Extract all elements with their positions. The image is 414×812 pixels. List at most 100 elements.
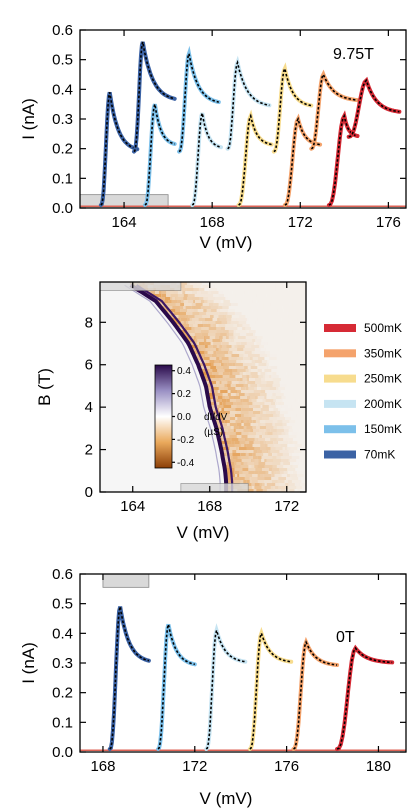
heatmap-cell (288, 480, 292, 483)
heatmap-cell (260, 348, 266, 351)
heatmap-cell (207, 387, 214, 390)
heatmap-cell (264, 369, 272, 372)
heatmap-cell (234, 345, 238, 348)
heatmap-cell (280, 333, 288, 336)
heatmap-cell (288, 300, 292, 303)
heatmap-cell (253, 423, 258, 426)
heatmap-cell (240, 480, 244, 483)
heatmap-cell (248, 408, 253, 411)
heatmap-cell (242, 378, 247, 381)
heatmap-cell (205, 381, 209, 384)
heatmap-cell (164, 309, 168, 312)
heatmap-cell (219, 402, 223, 405)
heatmap-cell (251, 351, 255, 354)
heatmap-cell (289, 351, 298, 354)
panel-top-field-label: 9.75T (333, 46, 374, 63)
heatmap-cell (259, 384, 266, 387)
heatmap-cell (230, 399, 237, 402)
heatmap-cell (190, 309, 194, 312)
data-trace (98, 91, 140, 207)
heatmap-cell (292, 282, 299, 285)
heatmap-cell (239, 315, 246, 318)
heatmap-cell (184, 303, 192, 306)
heatmap-cell (239, 333, 247, 336)
heatmap-cell (283, 351, 290, 354)
heatmap-cell (236, 450, 244, 453)
heatmap-cell (277, 366, 285, 369)
heatmap-cell (299, 351, 303, 354)
heatmap-cell (228, 306, 237, 309)
heatmap-cell (204, 288, 210, 291)
heatmap-cell (273, 390, 281, 393)
legend-swatch (324, 374, 356, 383)
heatmap-cell (255, 297, 258, 300)
heatmap-cell (272, 420, 278, 423)
heatmap-cell (236, 405, 244, 408)
heatmap-cell (250, 348, 255, 351)
heatmap-cell (169, 315, 175, 318)
heatmap-cell (284, 363, 291, 366)
heatmap-cell (257, 396, 265, 399)
heatmap-cell (271, 435, 279, 438)
heatmap-cell (300, 309, 306, 312)
heatmap-cell (282, 417, 285, 420)
heatmap-cell (273, 444, 281, 447)
heatmap-cell (218, 291, 223, 294)
panel0-ytick-label: 0.3 (52, 111, 73, 128)
heatmap-cell (249, 477, 252, 480)
heatmap-cell (228, 330, 234, 333)
heatmap-cell (270, 303, 274, 306)
heatmap-cell (237, 390, 241, 393)
heatmap-cell (272, 342, 277, 345)
heatmap-cell (292, 378, 301, 381)
heatmap-cell (208, 375, 216, 378)
heatmap-cell (267, 366, 271, 369)
heatmap-cell (214, 390, 218, 393)
heatmap-cell (267, 288, 276, 291)
heatmap-cell (229, 414, 235, 417)
heatmap-cell (265, 336, 272, 339)
heatmap-cell (290, 384, 299, 387)
heatmap-cell (175, 303, 181, 306)
heatmap-cell (223, 351, 228, 354)
heatmap-cell (223, 303, 231, 306)
heatmap-cell (213, 387, 219, 390)
heatmap-cell (266, 459, 274, 462)
heatmap-cell (302, 387, 306, 390)
heatmap-cell (279, 414, 284, 417)
heatmap-cell (279, 465, 284, 468)
heatmap-cell (270, 366, 278, 369)
shaded-region (180, 483, 249, 492)
heatmap-cell (301, 315, 306, 318)
heatmap-cell (280, 456, 286, 459)
heatmap-cell (232, 291, 235, 294)
heatmap-cell (288, 441, 293, 444)
heatmap-cell (175, 297, 178, 300)
heatmap-cell (253, 336, 257, 339)
heatmap-cell (229, 465, 235, 468)
heatmap-cell (284, 366, 287, 369)
heatmap-cell (166, 294, 171, 297)
heatmap-group (100, 282, 306, 492)
heatmap-cell (268, 453, 272, 456)
heatmap-cell (232, 369, 238, 372)
heatmap-cell (206, 384, 213, 387)
heatmap-cell (244, 444, 247, 447)
heatmap-cell (299, 429, 306, 432)
heatmap-cell (257, 312, 262, 315)
heatmap-cell (287, 378, 293, 381)
heatmap-cell (239, 378, 243, 381)
heatmap-cell (304, 411, 306, 414)
heatmap-cell (249, 441, 254, 444)
heatmap-cell (289, 336, 293, 339)
heatmap-cell (283, 309, 290, 312)
legend-swatch (324, 425, 356, 434)
legend-label: 150mK (364, 422, 402, 436)
heatmap-cell (295, 363, 299, 366)
heatmap-cell (295, 336, 304, 339)
heatmap-cell (287, 459, 290, 462)
heatmap-cell (252, 426, 256, 429)
heatmap-cell (252, 357, 258, 360)
heatmap-cell (185, 327, 192, 330)
